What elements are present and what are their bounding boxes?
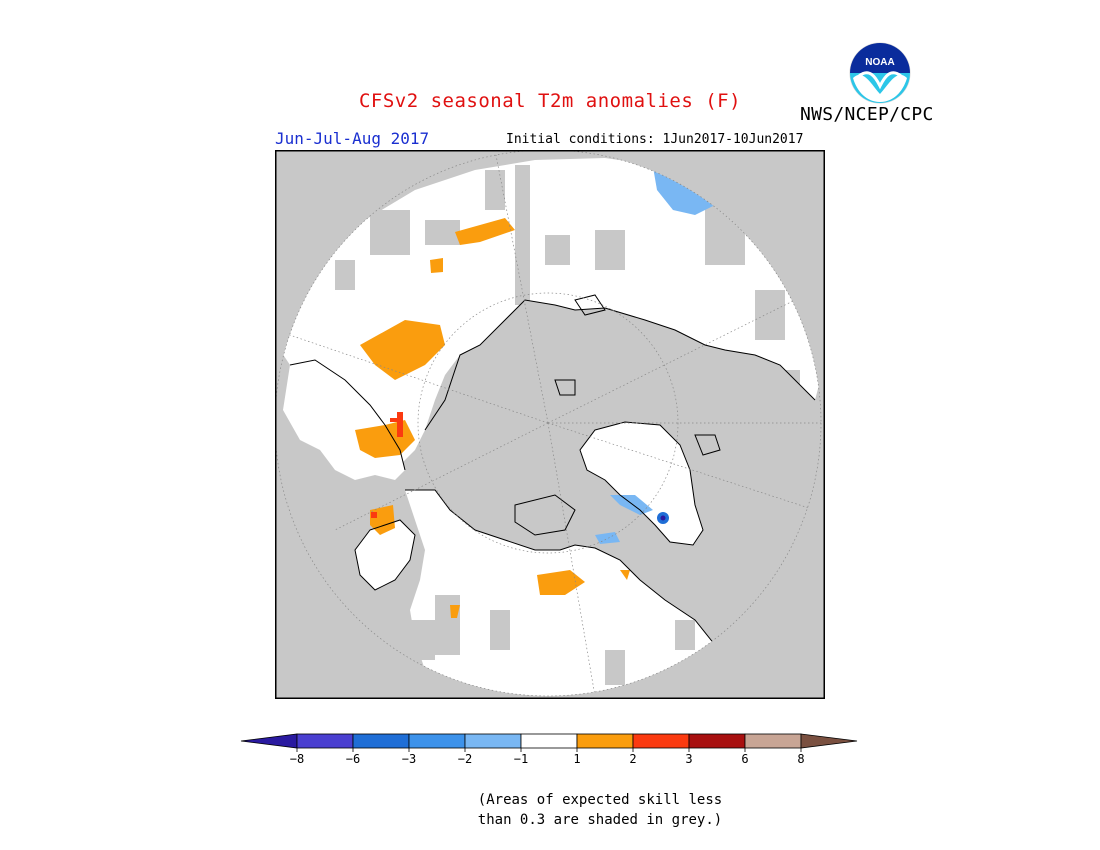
noaa-logo: NOAA (849, 42, 911, 104)
color-legend-ticks: −8 −6 −3 −2 −1 1 2 3 6 8 (290, 748, 805, 766)
warm-anomaly-patches (355, 158, 630, 618)
legend-bin-9 (744, 733, 802, 749)
land-greenland (580, 422, 703, 545)
skill-footnote: (Areas of expected skill less than 0.3 a… (430, 790, 770, 830)
legend-tick-label: 2 (629, 752, 636, 766)
forecast-period: Jun-Jul-Aug 2017 (275, 129, 430, 148)
agency-label: NWS/NCEP/CPC (800, 104, 934, 125)
legend-bin-6 (576, 733, 634, 749)
legend-tick-label: 1 (573, 752, 580, 766)
logo-text: NOAA (865, 57, 894, 68)
map-title: CFSv2 seasonal T2m anomalies (F) (358, 90, 742, 112)
legend-tick-label: −3 (402, 752, 416, 766)
outer-latitude-circle (275, 150, 822, 697)
hot-anomaly-patches (371, 412, 403, 518)
land-eurasia (280, 158, 821, 465)
legend-tick-label: −6 (346, 752, 360, 766)
legend-bin-7 (632, 733, 690, 749)
legend-bin-10 (800, 733, 858, 749)
legend-tick-label: −2 (458, 752, 472, 766)
color-legend-bins (240, 733, 858, 749)
legend-tick-label: 3 (685, 752, 692, 766)
legend-tick-label: −8 (290, 752, 304, 766)
legend-bin-4 (464, 733, 522, 749)
footnote-line-1: (Areas of expected skill less (477, 792, 723, 808)
legend-bin-5 (520, 733, 578, 749)
legend-tick-label: −1 (514, 752, 528, 766)
legend-bin-3 (408, 733, 466, 749)
polar-anomaly-map (275, 150, 825, 699)
color-legend: −8 −6 −3 −2 −1 1 2 3 6 8 (240, 733, 858, 766)
graticule (275, 150, 821, 696)
map-disc (275, 150, 821, 696)
footnote-line-2: than 0.3 are shaded in grey.) (477, 812, 723, 828)
initial-conditions: Initial conditions: 1Jun2017-10Jun2017 (506, 132, 804, 147)
legend-bin-2 (352, 733, 410, 749)
legend-bin-8 (688, 733, 746, 749)
legend-bin-1 (296, 733, 354, 749)
legend-tick-label: 8 (797, 752, 804, 766)
legend-bin-0 (240, 733, 298, 749)
map-frame (275, 150, 825, 699)
legend-tick-label: 6 (741, 752, 748, 766)
land-alaska (355, 520, 415, 590)
